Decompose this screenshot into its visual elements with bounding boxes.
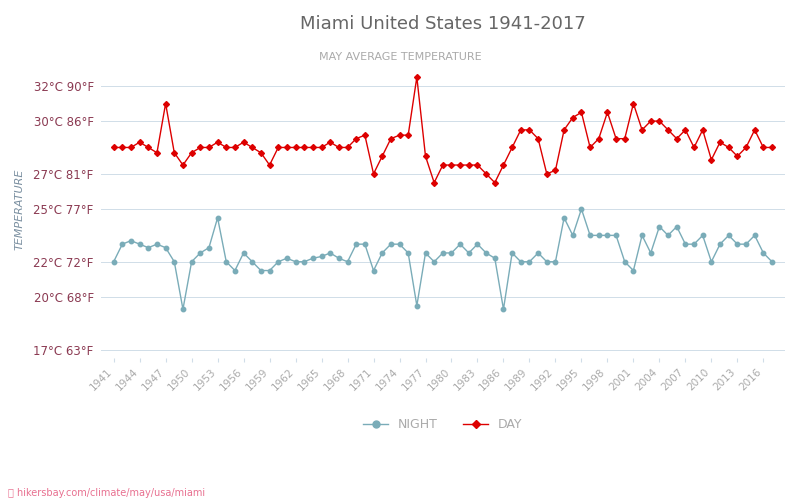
Title: Miami United States 1941-2017: Miami United States 1941-2017 (300, 15, 586, 33)
Y-axis label: TEMPERATURE: TEMPERATURE (15, 168, 25, 250)
Legend: NIGHT, DAY: NIGHT, DAY (358, 413, 527, 436)
Text: MAY AVERAGE TEMPERATURE: MAY AVERAGE TEMPERATURE (318, 52, 482, 62)
Text: ⌖ hikersbay.com/climate/may/usa/miami: ⌖ hikersbay.com/climate/may/usa/miami (8, 488, 205, 498)
